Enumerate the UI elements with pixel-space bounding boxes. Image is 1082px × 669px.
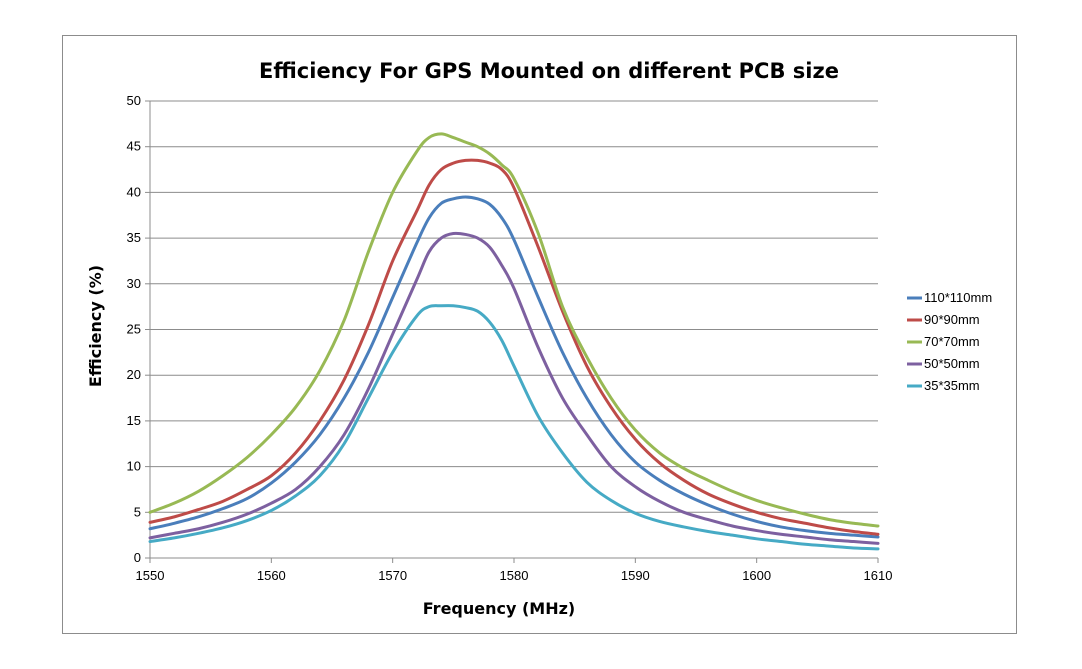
axes	[145, 100, 879, 563]
y-tick-label: 5	[134, 504, 141, 519]
x-tick-label: 1610	[864, 568, 893, 583]
x-tick-label: 1560	[257, 568, 286, 583]
series-line-1	[148, 195, 880, 539]
series-lines	[148, 132, 880, 551]
y-tick-label: 15	[127, 413, 141, 428]
tick-labels: 0 5 10 15 20 25 30 35 40 45 50 1550 1560 1570 1580 1590…	[127, 93, 893, 583]
x-axis-title: Frequency (MHz)	[423, 599, 575, 618]
y-tick-label: 35	[127, 230, 141, 245]
x-tick-label: 1580	[500, 568, 529, 583]
y-tick-label: 0	[134, 550, 141, 565]
series-line-3	[148, 132, 880, 528]
legend-label: 110*110mm	[924, 290, 992, 305]
legend: 110*110mm 90*90mm 70*70mm 50*50mm 35*35mm	[907, 290, 992, 393]
legend-label: 35*35mm	[924, 378, 980, 393]
x-tick-label: 1570	[378, 568, 407, 583]
chart-frame: Efficiency For GPS Mounted on different …	[62, 35, 1017, 634]
chart-title: Efficiency For GPS Mounted on different …	[259, 59, 839, 83]
x-tick-label: 1590	[621, 568, 650, 583]
series-line-5	[148, 304, 880, 551]
gridlines	[150, 100, 878, 513]
x-tick-label: 1550	[136, 568, 165, 583]
series-line-2	[148, 158, 880, 536]
legend-label: 50*50mm	[924, 356, 980, 371]
y-axis-title: Efficiency (%)	[86, 265, 105, 387]
y-tick-label: 10	[127, 459, 141, 474]
y-tick-label: 45	[127, 139, 141, 154]
y-tick-label: 30	[127, 276, 141, 291]
y-tick-label: 25	[127, 322, 141, 337]
y-tick-label: 40	[127, 184, 141, 199]
series-line-4	[148, 231, 880, 545]
y-tick-label: 20	[127, 367, 141, 382]
line-chart: Efficiency For GPS Mounted on different …	[86, 59, 992, 618]
x-tick-label: 1600	[742, 568, 771, 583]
legend-label: 90*90mm	[924, 312, 980, 327]
legend-label: 70*70mm	[924, 334, 980, 349]
y-tick-label: 50	[127, 93, 141, 108]
